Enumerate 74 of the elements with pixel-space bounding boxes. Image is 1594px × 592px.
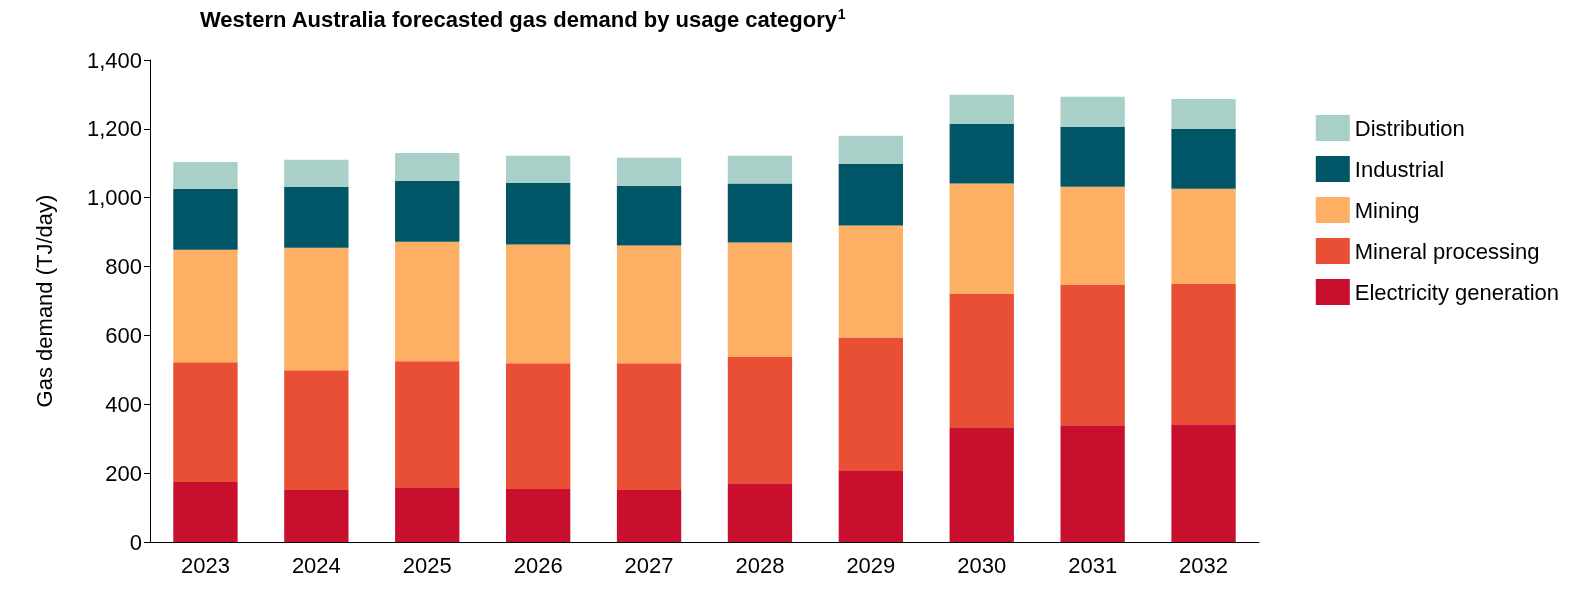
bar (395, 180, 460, 242)
bar (1171, 424, 1236, 542)
bar (838, 225, 904, 338)
bar (616, 185, 682, 246)
bar (395, 361, 460, 488)
bar (1060, 126, 1125, 187)
y-tick-label: 1,000 (86, 185, 142, 211)
bar (173, 249, 238, 363)
y-axis-title: Gas demand (TJ/day) (31, 194, 57, 408)
y-tick-label: 1,200 (86, 116, 142, 142)
y-tick-label: 800 (105, 254, 142, 280)
x-tick-label: 2023 (180, 552, 230, 578)
bar (727, 155, 793, 184)
bar (284, 186, 349, 248)
legend-label: Electricity generation (1354, 279, 1560, 305)
bar (395, 487, 460, 542)
bar (1060, 96, 1125, 127)
bar (838, 135, 904, 164)
bar (1171, 98, 1236, 129)
bar (395, 241, 460, 362)
bar (949, 427, 1014, 542)
bar (616, 157, 682, 186)
bar (505, 488, 571, 542)
legend-label: Mining (1354, 197, 1420, 223)
x-tick-label: 2027 (624, 552, 674, 578)
bar (838, 471, 904, 542)
y-tick-label: 1,400 (86, 47, 142, 73)
bar (727, 483, 793, 542)
bar (173, 362, 238, 483)
bar (838, 163, 904, 226)
y-tick-label: 0 (129, 529, 142, 555)
bar (1171, 188, 1236, 284)
bar (505, 155, 571, 183)
x-tick-label: 2026 (513, 552, 563, 578)
bar (173, 161, 238, 189)
bar (1171, 283, 1236, 425)
x-tick-label: 2025 (402, 552, 452, 578)
bar (284, 490, 349, 542)
bar (1171, 128, 1236, 189)
x-tick-label: 2030 (957, 552, 1007, 578)
y-tick-label: 200 (105, 460, 142, 486)
bar (284, 159, 349, 187)
x-tick-label: 2029 (846, 552, 896, 578)
bar (1060, 186, 1125, 285)
bar (949, 293, 1014, 428)
bar (838, 337, 904, 472)
x-tick-label: 2032 (1179, 552, 1229, 578)
x-tick-label: 2024 (291, 552, 341, 578)
bar (727, 183, 793, 243)
bar (949, 94, 1014, 125)
bar (727, 356, 793, 484)
legend-label: Industrial (1354, 156, 1445, 182)
bar (173, 482, 238, 542)
x-tick-label: 2028 (735, 552, 785, 578)
y-tick-label: 400 (105, 391, 142, 417)
bar (616, 490, 682, 542)
y-tick-label: 600 (105, 322, 142, 348)
bar (505, 363, 571, 489)
legend-label: Distribution (1354, 115, 1465, 141)
bar (284, 370, 349, 491)
bar (949, 124, 1014, 184)
bar (616, 363, 682, 491)
bar (395, 152, 460, 181)
bar (1060, 284, 1125, 426)
bar (1060, 425, 1125, 542)
bar (505, 244, 571, 364)
bar (949, 183, 1014, 294)
bar (616, 245, 682, 364)
x-tick-label: 2031 (1068, 552, 1118, 578)
bar (505, 182, 571, 245)
bar (727, 242, 793, 357)
bar (284, 247, 349, 371)
legend-label: Mineral processing (1354, 238, 1540, 264)
bar (173, 188, 238, 250)
